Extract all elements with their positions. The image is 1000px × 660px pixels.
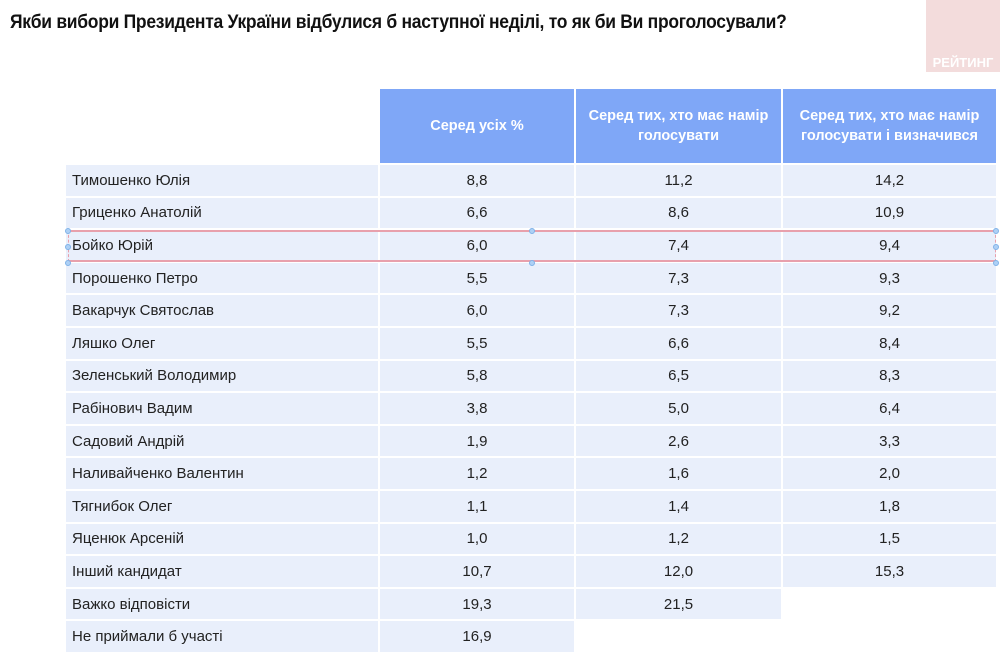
candidate-name: Тимошенко Юлія <box>66 165 380 198</box>
table-row[interactable]: Інший кандидат 10,7 12,0 15,3 <box>66 556 998 589</box>
table-row[interactable]: Садовий Андрій 1,9 2,6 3,3 <box>66 425 998 459</box>
value-cell: 1,1 <box>380 490 576 524</box>
value-cell: 1,4 <box>576 490 783 524</box>
value-cell: 9,3 <box>783 262 998 296</box>
table-row[interactable]: Порошенко Петро 5,5 7,3 9,3 <box>66 262 998 296</box>
value-cell: 5,0 <box>576 393 783 426</box>
value-cell: 11,2 <box>576 165 783 198</box>
value-cell: 19,3 <box>380 588 576 622</box>
reyting-logo: РЕЙТИНГ <box>926 0 1000 72</box>
table-row[interactable]: Наливайченко Валентин 1,2 1,6 2,0 <box>66 458 998 491</box>
table-row[interactable]: Тягнибок Олег 1,1 1,4 1,8 <box>66 490 998 524</box>
value-cell: 7,3 <box>576 295 783 328</box>
value-cell: 6,0 <box>380 295 576 328</box>
table-row[interactable]: Зеленський Володимир 5,8 6,5 8,3 <box>66 360 998 394</box>
table-row[interactable]: Бойко Юрій 6,0 7,4 9,4 <box>66 230 998 263</box>
column-header: Серед тих, хто має намір голосувати і ви… <box>783 89 998 165</box>
value-cell: 1,2 <box>380 458 576 491</box>
value-cell: 1,0 <box>380 523 576 557</box>
table-row[interactable]: Рабінович Вадим 3,8 5,0 6,4 <box>66 393 998 426</box>
candidate-name: Рабінович Вадим <box>66 393 380 426</box>
empty-cell <box>783 621 998 654</box>
empty-cell <box>576 621 783 654</box>
value-cell: 3,8 <box>380 393 576 426</box>
value-cell: 7,3 <box>576 262 783 296</box>
value-cell: 6,4 <box>783 393 998 426</box>
table-row[interactable]: Яценюк Арсеній 1,0 1,2 1,5 <box>66 523 998 557</box>
value-cell: 21,5 <box>576 588 783 622</box>
candidate-name: Садовий Андрій <box>66 425 380 459</box>
value-cell: 2,0 <box>783 458 998 491</box>
table-row[interactable]: Вакарчук Святослав 6,0 7,3 9,2 <box>66 295 998 328</box>
column-header: Серед усіх % <box>380 89 576 165</box>
value-cell: 3,3 <box>783 425 998 459</box>
candidate-name: Не приймали б участі <box>66 621 380 654</box>
value-cell: 6,6 <box>576 327 783 361</box>
value-cell: 1,9 <box>380 425 576 459</box>
candidate-name: Наливайченко Валентин <box>66 458 380 491</box>
value-cell: 8,6 <box>576 197 783 231</box>
candidate-name: Яценюк Арсеній <box>66 523 380 557</box>
value-cell: 2,6 <box>576 425 783 459</box>
value-cell: 9,2 <box>783 295 998 328</box>
value-cell: 9,4 <box>783 230 998 263</box>
candidate-name: Бойко Юрій <box>66 230 380 263</box>
candidate-name: Тягнибок Олег <box>66 490 380 524</box>
candidate-name: Вакарчук Святослав <box>66 295 380 328</box>
candidate-name: Інший кандидат <box>66 556 380 589</box>
value-cell: 10,7 <box>380 556 576 589</box>
results-table: Серед усіх % Серед тих, хто має намір го… <box>66 89 998 654</box>
value-cell: 14,2 <box>783 165 998 198</box>
value-cell: 6,5 <box>576 360 783 394</box>
column-header: Серед тих, хто має намір голосувати <box>576 89 783 165</box>
value-cell: 15,3 <box>783 556 998 589</box>
candidate-name: Гриценко Анатолій <box>66 197 380 231</box>
slide-title: Якби вибори Президента України відбулися… <box>10 12 787 33</box>
table-row[interactable]: Гриценко Анатолій 6,6 8,6 10,9 <box>66 197 998 231</box>
value-cell: 6,6 <box>380 197 576 231</box>
table-row[interactable]: Тимошенко Юлія 8,8 11,2 14,2 <box>66 165 998 198</box>
candidate-name: Порошенко Петро <box>66 262 380 296</box>
value-cell: 1,2 <box>576 523 783 557</box>
value-cell: 7,4 <box>576 230 783 263</box>
value-cell: 10,9 <box>783 197 998 231</box>
candidate-name: Важко відповісти <box>66 588 380 622</box>
table-row[interactable]: Важко відповісти 19,3 21,5 <box>66 588 998 622</box>
table-row[interactable]: Ляшко Олег 5,5 6,6 8,4 <box>66 327 998 361</box>
value-cell: 8,8 <box>380 165 576 198</box>
empty-cell <box>783 588 998 622</box>
value-cell: 8,3 <box>783 360 998 394</box>
value-cell: 5,5 <box>380 262 576 296</box>
value-cell: 6,0 <box>380 230 576 263</box>
value-cell: 5,5 <box>380 327 576 361</box>
value-cell: 12,0 <box>576 556 783 589</box>
table-row[interactable]: Не приймали б участі 16,9 <box>66 621 998 654</box>
value-cell: 1,8 <box>783 490 998 524</box>
value-cell: 16,9 <box>380 621 576 654</box>
value-cell: 1,6 <box>576 458 783 491</box>
candidate-name: Зеленський Володимир <box>66 360 380 394</box>
header-blank <box>66 89 380 165</box>
candidate-name: Ляшко Олег <box>66 327 380 361</box>
value-cell: 8,4 <box>783 327 998 361</box>
value-cell: 5,8 <box>380 360 576 394</box>
header-row: Серед усіх % Серед тих, хто має намір го… <box>66 89 998 165</box>
value-cell: 1,5 <box>783 523 998 557</box>
